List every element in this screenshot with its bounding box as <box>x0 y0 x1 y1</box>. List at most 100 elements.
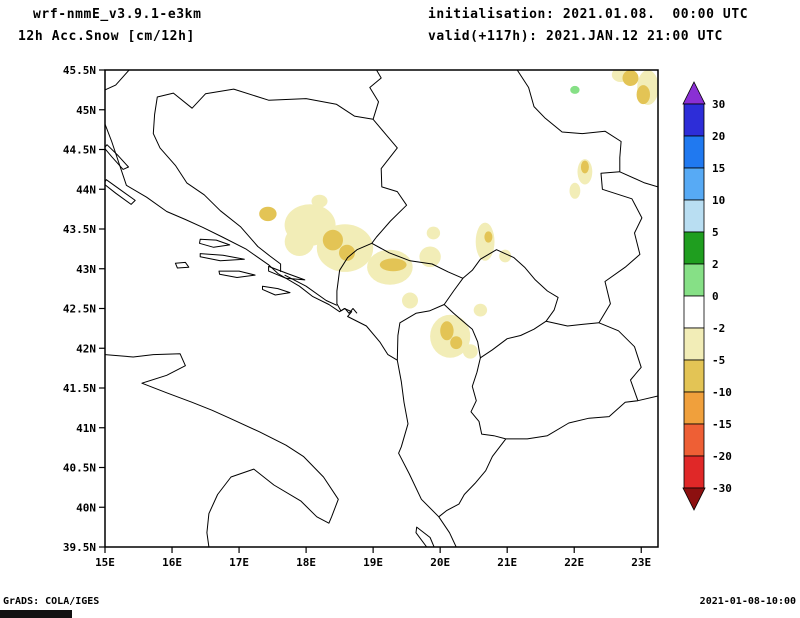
island-mljet <box>262 285 291 296</box>
coastline-italy <box>105 353 339 547</box>
init-time-label: initialisation: 2021.01.08. 00:00 UTC <box>428 7 749 22</box>
snow-patch <box>419 246 441 268</box>
x-tick-label: 19E <box>363 556 383 569</box>
product-title: 12h Acc.Snow [cm/12h] <box>18 29 195 44</box>
y-tick-label: 42.5N <box>63 303 96 316</box>
peninsula-peljesac <box>268 265 306 281</box>
island-hvar <box>199 253 245 262</box>
border-albania-greece <box>438 438 507 518</box>
colorbar-label: -20 <box>712 450 732 463</box>
x-tick-label: 21E <box>497 556 517 569</box>
island-pag <box>105 144 129 170</box>
colorbar-segment <box>683 103 705 137</box>
colorbar-segment <box>683 167 705 201</box>
island-vis <box>174 261 190 269</box>
border-macedonia-albania <box>470 357 506 440</box>
colorbar-label: 10 <box>712 194 725 207</box>
y-tick-label: 41N <box>76 422 96 435</box>
border-serbia-romania <box>516 70 658 188</box>
border-serbia-macedonia <box>545 320 600 327</box>
snow-patch <box>569 182 581 199</box>
y-tick-label: 42N <box>76 342 96 355</box>
colorbar-label: -5 <box>712 354 725 367</box>
colorbar-arrow-top <box>682 81 706 105</box>
y-tick-label: 43.5N <box>63 223 96 236</box>
colorbar-segment <box>683 455 705 489</box>
colorbar-segment <box>683 263 705 297</box>
border-croatia-bosnia <box>152 88 374 272</box>
snow-patch <box>322 229 343 251</box>
x-tick-label: 23E <box>631 556 651 569</box>
border-montenegro-albania <box>396 304 445 361</box>
border-serbia-bulgaria <box>598 171 643 324</box>
border-bosnia-montenegro <box>336 242 372 312</box>
colorbar-label: 15 <box>712 162 725 175</box>
model-title: wrf-nmmE_v3.9.1-e3km <box>33 7 202 22</box>
snow-patch <box>311 194 328 208</box>
colorbar-arrow-bottom <box>682 487 706 511</box>
colorbar-label: 2 <box>712 258 719 271</box>
colorbar-label: -10 <box>712 386 732 399</box>
island-korcula <box>218 270 256 278</box>
snow-patch <box>426 226 441 240</box>
colorbar-segment <box>683 423 705 457</box>
snow-patch <box>339 244 355 261</box>
snow-patch <box>440 321 454 341</box>
y-tick-label: 39.5N <box>63 541 96 554</box>
border-croatia-serbia <box>369 70 382 120</box>
colorbar-label: 30 <box>712 98 725 111</box>
island-brac <box>199 238 231 248</box>
border-macedonia-bulgaria <box>598 322 642 401</box>
colorbar-segment <box>683 135 705 169</box>
x-tick-label: 20E <box>430 556 450 569</box>
coastline-boka-kotorska <box>340 308 358 314</box>
x-tick-label: 17E <box>229 556 249 569</box>
border-kosovo <box>443 249 559 359</box>
grads-stamp: GrADS: COLA/IGES <box>3 596 100 607</box>
y-tick-label: 44N <box>76 183 96 196</box>
colorbar-label: -15 <box>712 418 732 431</box>
colorbar-segment <box>683 391 705 425</box>
snow-patch <box>636 85 650 105</box>
border-croatia-bosnia-south <box>284 274 338 306</box>
y-tick-label: 45.5N <box>63 64 96 77</box>
y-tick-label: 44.5N <box>63 144 96 157</box>
colorbar-label: 20 <box>712 130 725 143</box>
coastline-adriatic-east <box>105 123 457 547</box>
x-tick-label: 18E <box>296 556 316 569</box>
border-montenegro-serbia <box>371 242 464 279</box>
colorbar-segment <box>683 327 705 361</box>
creation-timestamp: 2021-01-08-10:00 <box>699 596 796 607</box>
snow-patch <box>570 85 580 94</box>
snow-patch <box>259 206 277 222</box>
snow-patch <box>402 292 418 309</box>
snow-patch <box>462 344 478 359</box>
island-dugi-otok <box>105 179 136 205</box>
border-bosnia-serbia <box>371 118 408 244</box>
colorbar-label: -30 <box>712 482 732 495</box>
snow-patch <box>379 258 407 272</box>
y-tick-label: 43N <box>76 263 96 276</box>
map-frame <box>104 69 659 548</box>
y-tick-label: 40.5N <box>63 462 96 475</box>
x-tick-label: 15E <box>95 556 115 569</box>
snow-patch <box>622 70 639 86</box>
valid-time-label: valid(+117h): 2021.JAN.12 21:00 UTC <box>428 29 723 44</box>
colorbar-segment <box>683 359 705 393</box>
island-corfu <box>415 526 435 547</box>
y-tick-label: 45N <box>76 104 96 117</box>
border-slovenia-croatia <box>105 70 130 91</box>
bottom-edge-bar <box>0 610 72 618</box>
border-macedonia-greece <box>505 395 658 440</box>
snow-patch <box>475 222 495 261</box>
colorbar-label: 5 <box>712 226 719 239</box>
x-tick-label: 22E <box>564 556 584 569</box>
y-tick-label: 41.5N <box>63 382 96 395</box>
colorbar-segment <box>683 295 705 329</box>
y-tick-label: 40N <box>76 501 96 514</box>
snow-patch <box>484 231 493 243</box>
snow-patch <box>580 160 589 174</box>
colorbar-segment <box>683 231 705 265</box>
